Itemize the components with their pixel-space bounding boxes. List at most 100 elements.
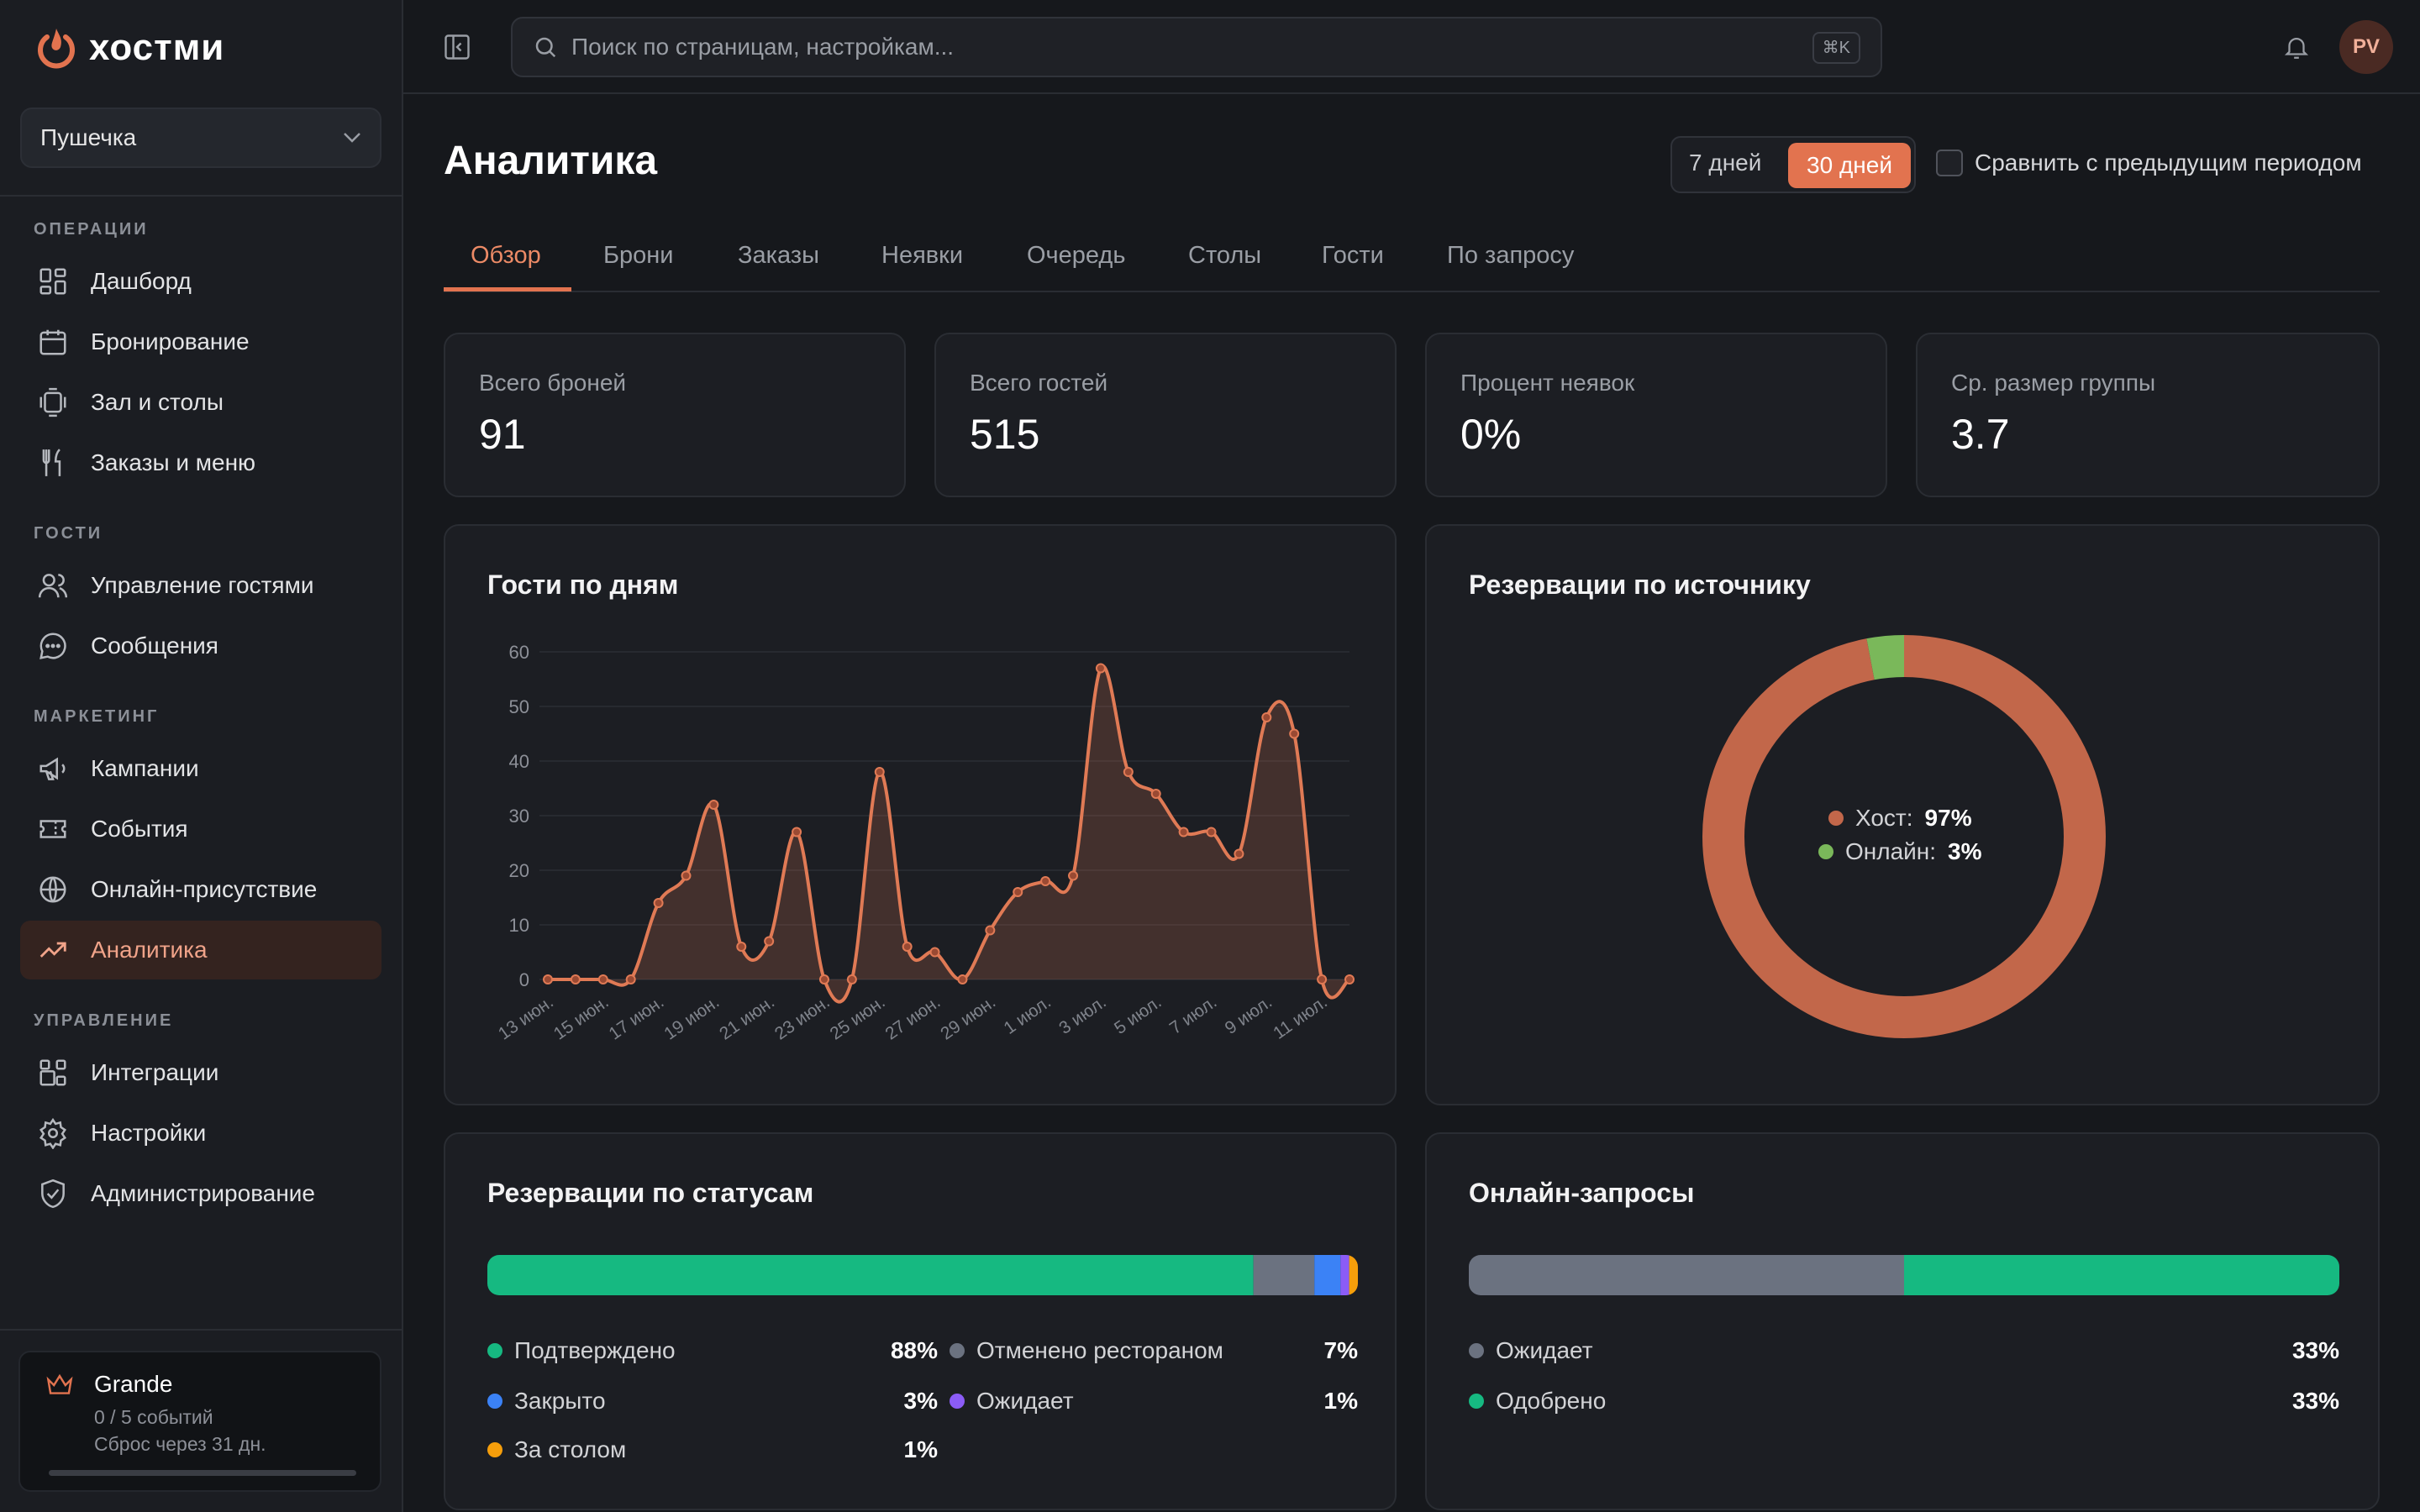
data-point [846, 974, 857, 984]
plan-events: 0 / 5 событий [94, 1406, 213, 1428]
topbar: Поиск по страницам, настройкам... ⌘K PV [403, 0, 2420, 94]
data-point [818, 974, 829, 984]
search-placeholder: Поиск по страницам, настройкам... [571, 34, 955, 60]
plan-card[interactable]: Grande 0 / 5 событий Сброс через 31 дн. [18, 1351, 381, 1492]
data-point [1234, 848, 1244, 859]
chart-title: Гости по дням [487, 570, 679, 600]
search-input[interactable]: Поиск по страницам, настройкам... ⌘K [511, 17, 1882, 77]
guests-by-day-card: Гости по дням 0 10 20 30 40 50 60 13 июн. 15 июн… [444, 524, 1397, 1105]
bar-segment [1469, 1255, 1904, 1295]
online-requests-card: Онлайн-запросы Ожидает 33% Одобрено 33% [1425, 1132, 2380, 1510]
legend-closed: Закрыто [487, 1388, 606, 1415]
stat-value: 3.7 [1951, 411, 2010, 458]
sidebar-toggle-icon[interactable] [442, 32, 472, 62]
bar-segment [1314, 1255, 1341, 1295]
section-management: УПРАВЛЕНИЕ [34, 1011, 174, 1030]
x-tick-label: 5 июл. [1111, 992, 1165, 1038]
x-tick-label: 9 июл. [1222, 992, 1276, 1038]
sidebar-item-orders[interactable]: Заказы и меню [20, 433, 381, 492]
search-icon [535, 37, 556, 58]
tab-overview[interactable]: Обзор [471, 242, 541, 269]
legend-seated: За столом [487, 1436, 626, 1463]
legend-label: Ожидает [976, 1388, 1074, 1414]
data-point [653, 898, 664, 908]
tab-queue[interactable]: Очередь [1027, 242, 1126, 269]
legend-value: 88% [890, 1337, 938, 1363]
period-7-days-button[interactable]: 7 дней [1689, 150, 1762, 176]
x-tick-label: 21 июн. [716, 992, 778, 1043]
sidebar-item-analytics[interactable]: Аналитика [20, 921, 381, 979]
sidebar-item-label: Настройки [91, 1120, 207, 1146]
data-point [1344, 974, 1355, 984]
trending-up-icon [39, 942, 66, 958]
x-tick-label: 19 июн. [660, 992, 723, 1043]
section-operations: ОПЕРАЦИИ [34, 220, 149, 239]
stat-label: Всего броней [479, 370, 627, 396]
data-point [1289, 728, 1300, 739]
pie-slice [1702, 635, 2106, 1038]
fork-knife-icon [42, 449, 61, 476]
bar-segment [1253, 1255, 1315, 1295]
stat-card-total-bookings: Всего броней 91 [444, 333, 906, 497]
legend-label: За столом [514, 1436, 627, 1462]
tab-bookings[interactable]: Брони [603, 242, 674, 269]
tab-on-request[interactable]: По запросу [1447, 242, 1575, 269]
sidebar-item-guest-management[interactable]: Управление гостями [20, 556, 381, 615]
legend-label: Одобрено [1496, 1388, 1607, 1414]
stat-card-avg-party-size: Ср. размер группы 3.7 [1916, 333, 2380, 497]
tab-tables[interactable]: Столы [1188, 242, 1262, 269]
legend-dot [487, 1343, 502, 1358]
sidebar-item-campaigns[interactable]: Кампании [20, 739, 381, 798]
sidebar-item-messages[interactable]: Сообщения [20, 617, 381, 675]
legend-value: 97% [1924, 805, 1972, 831]
legend-dot [950, 1394, 965, 1409]
data-point [929, 947, 940, 958]
sidebar-item-settings[interactable]: Настройки [20, 1104, 381, 1163]
data-point [1040, 876, 1051, 886]
table-layout-icon [39, 387, 66, 417]
sidebar-item-integrations[interactable]: Интеграции [20, 1043, 381, 1102]
bar-segment [1340, 1255, 1349, 1295]
checkbox[interactable] [1936, 150, 1963, 176]
y-tick-label: 30 [509, 806, 529, 827]
avatar[interactable]: PV [2339, 20, 2393, 74]
logo[interactable]: хостми [35, 25, 224, 71]
venue-name: Пушечка [40, 124, 137, 150]
period-30-days-button[interactable]: 30 дней [1788, 143, 1911, 188]
tab-no-shows[interactable]: Неявки [881, 242, 964, 269]
data-point [708, 800, 719, 810]
data-point [736, 942, 747, 952]
compare-checkbox[interactable]: Сравнить с предыдущим периодом [1936, 150, 2362, 176]
data-point [957, 974, 968, 984]
tab-guests[interactable]: Гости [1322, 242, 1384, 269]
donut-legend-host: Хост: 97% [1828, 805, 1972, 832]
legend-value: 3% [1948, 838, 1982, 864]
sidebar-item-label: Аналитика [91, 937, 208, 963]
sidebar-item-hall[interactable]: Зал и столы [20, 373, 381, 432]
sidebar-item-booking[interactable]: Бронирование [20, 312, 381, 371]
sidebar-item-dashboard[interactable]: Дашборд [20, 252, 381, 311]
chart-title: Резервации по источнику [1469, 570, 1811, 600]
status-stacked-bar [487, 1255, 1358, 1295]
data-point [570, 974, 581, 984]
series-area [548, 666, 1349, 1002]
legend-dot [487, 1442, 502, 1457]
data-point [902, 942, 913, 952]
sidebar-item-label: Зал и столы [91, 389, 224, 415]
sidebar-item-label: Управление гостями [91, 572, 314, 598]
legend-value: 1% [1323, 1388, 1358, 1414]
status-card: Резервации по статусам Подтверждено 88% … [444, 1132, 1397, 1510]
data-point [1095, 663, 1106, 674]
pie-slice [1702, 635, 2106, 1038]
legend-value: 1% [903, 1436, 938, 1462]
venue-selector[interactable]: Пушечка [20, 108, 381, 168]
sidebar-item-admin[interactable]: Администрирование [20, 1164, 381, 1223]
tab-orders[interactable]: Заказы [738, 242, 819, 269]
bar-group [487, 1255, 1358, 1295]
shield-check-icon [41, 1179, 65, 1209]
sidebar-item-online[interactable]: Онлайн-присутствие [20, 860, 381, 919]
bell-icon[interactable] [2282, 32, 2311, 62]
bar-group [1469, 1255, 2339, 1295]
sidebar-item-events[interactable]: События [20, 800, 381, 858]
stat-value: 91 [479, 411, 526, 458]
